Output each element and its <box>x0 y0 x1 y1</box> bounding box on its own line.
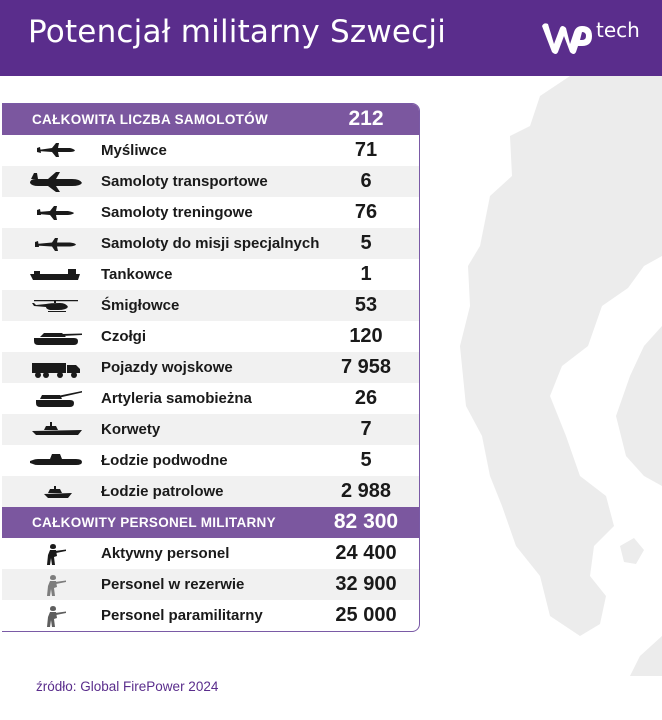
table-row-personel-w-rezerwie: Personel w rezerwie 32 900 <box>2 569 419 600</box>
row-label: Samoloty do misji specjalnych <box>101 235 320 252</box>
table-row-samoloty-transportowe: Samoloty transportowe 6 <box>2 166 419 197</box>
tanker-ship-icon <box>26 262 86 287</box>
military-data-table: CAŁKOWITA LICZBA SAMOLOTÓW 212 Myśliwce 71 S… <box>2 103 420 632</box>
row-value: 2 988 <box>340 480 392 502</box>
row-value: 120 <box>349 325 383 347</box>
row-value: 53 <box>354 294 378 316</box>
section-header-calkowita-liczba-samolotow: CAŁKOWITA LICZBA SAMOLOTÓW 212 <box>2 104 419 135</box>
helicopter-icon <box>26 293 86 318</box>
row-label: Personel paramilitarny <box>101 607 263 624</box>
row-value: 32 900 <box>335 573 397 595</box>
row-value: 7 958 <box>340 356 392 378</box>
table-row-korwety: Korwety 7 <box>2 414 419 445</box>
table-row-smiglowce: Śmigłowce 53 <box>2 290 419 321</box>
table-row-pojazdy-wojskowe: Pojazdy wojskowe 7 958 <box>2 352 419 383</box>
transport-plane-icon <box>26 169 86 194</box>
patrol-boat-icon <box>26 479 86 504</box>
section-total-value: 82 300 <box>333 510 399 533</box>
submarine-icon <box>26 448 86 473</box>
tank-icon <box>26 324 86 349</box>
reserve-soldier-icon <box>26 572 86 597</box>
section-label: CAŁKOWITY PERSONEL MILITARNY <box>32 515 276 530</box>
row-value: 71 <box>354 139 378 161</box>
paramilitary-soldier-icon <box>26 603 86 628</box>
row-value: 6 <box>360 170 372 192</box>
row-label: Korwety <box>101 421 161 438</box>
table-row-lodzie-patrolowe: Łodzie patrolowe 2 988 <box>2 476 419 507</box>
row-value: 25 000 <box>335 604 397 626</box>
table-row-tankowce: Tankowce 1 <box>2 259 419 290</box>
page-title: Potencjał militarny Szwecji <box>28 14 447 50</box>
row-label: Personel w rezerwie <box>101 576 245 593</box>
row-label: Samoloty transportowe <box>101 173 268 190</box>
table-row-mysliwce: Myśliwce 71 <box>2 135 419 166</box>
wp-tech-logo: tech <box>540 18 650 58</box>
row-value: 26 <box>354 387 378 409</box>
logo-text: tech <box>596 18 640 42</box>
row-label: Pojazdy wojskowe <box>101 359 233 376</box>
row-value: 5 <box>360 232 372 254</box>
table-row-czolgi: Czołgi 120 <box>2 321 419 352</box>
table-row-artyleria-samobiezna: Artyleria samobieżna 26 <box>2 383 419 414</box>
self-propelled-artillery-icon <box>26 386 86 411</box>
table-row-lodzie-podwodne: Łodzie podwodne 5 <box>2 445 419 476</box>
section-total-value: 212 <box>348 107 384 130</box>
trainer-jet-icon <box>26 200 86 225</box>
military-truck-icon <box>26 355 86 380</box>
row-label: Czołgi <box>101 328 146 345</box>
active-soldier-icon <box>26 541 86 566</box>
row-value: 5 <box>360 449 372 471</box>
fighter-jet-icon <box>26 138 86 163</box>
row-label: Artyleria samobieżna <box>101 390 252 407</box>
header-banner: Potencjał militarny Szwecji tech <box>0 0 662 76</box>
row-value: 1 <box>360 263 372 285</box>
row-label: Samoloty treningowe <box>101 204 253 221</box>
corvette-icon <box>26 417 86 442</box>
section-label: CAŁKOWITA LICZBA SAMOLOTÓW <box>32 112 269 127</box>
wp-logo-icon <box>542 23 592 54</box>
table-row-samoloty-do-misji-specjalnych: Samoloty do misji specjalnych 5 <box>2 228 419 259</box>
table-row-personel-paramilitarny: Personel paramilitarny 25 000 <box>2 600 419 631</box>
row-label: Tankowce <box>101 266 173 283</box>
table-row-aktywny-personel: Aktywny personel 24 400 <box>2 538 419 569</box>
table-row-samoloty-treningowe: Samoloty treningowe 76 <box>2 197 419 228</box>
source-note: źródło: Global FirePower 2024 <box>36 679 219 694</box>
row-label: Łodzie podwodne <box>101 452 228 469</box>
section-header-calkowity-personel-militarny: CAŁKOWITY PERSONEL MILITARNY 82 300 <box>2 507 419 538</box>
row-label: Śmigłowce <box>101 297 180 314</box>
row-label: Łodzie patrolowe <box>101 483 224 500</box>
row-value: 76 <box>354 201 378 223</box>
row-value: 24 400 <box>335 542 397 564</box>
special-mission-plane-icon <box>26 231 86 256</box>
row-value: 7 <box>360 418 372 440</box>
row-label: Aktywny personel <box>101 545 230 562</box>
row-label: Myśliwce <box>101 142 167 159</box>
scandinavia-map-background <box>460 76 662 676</box>
